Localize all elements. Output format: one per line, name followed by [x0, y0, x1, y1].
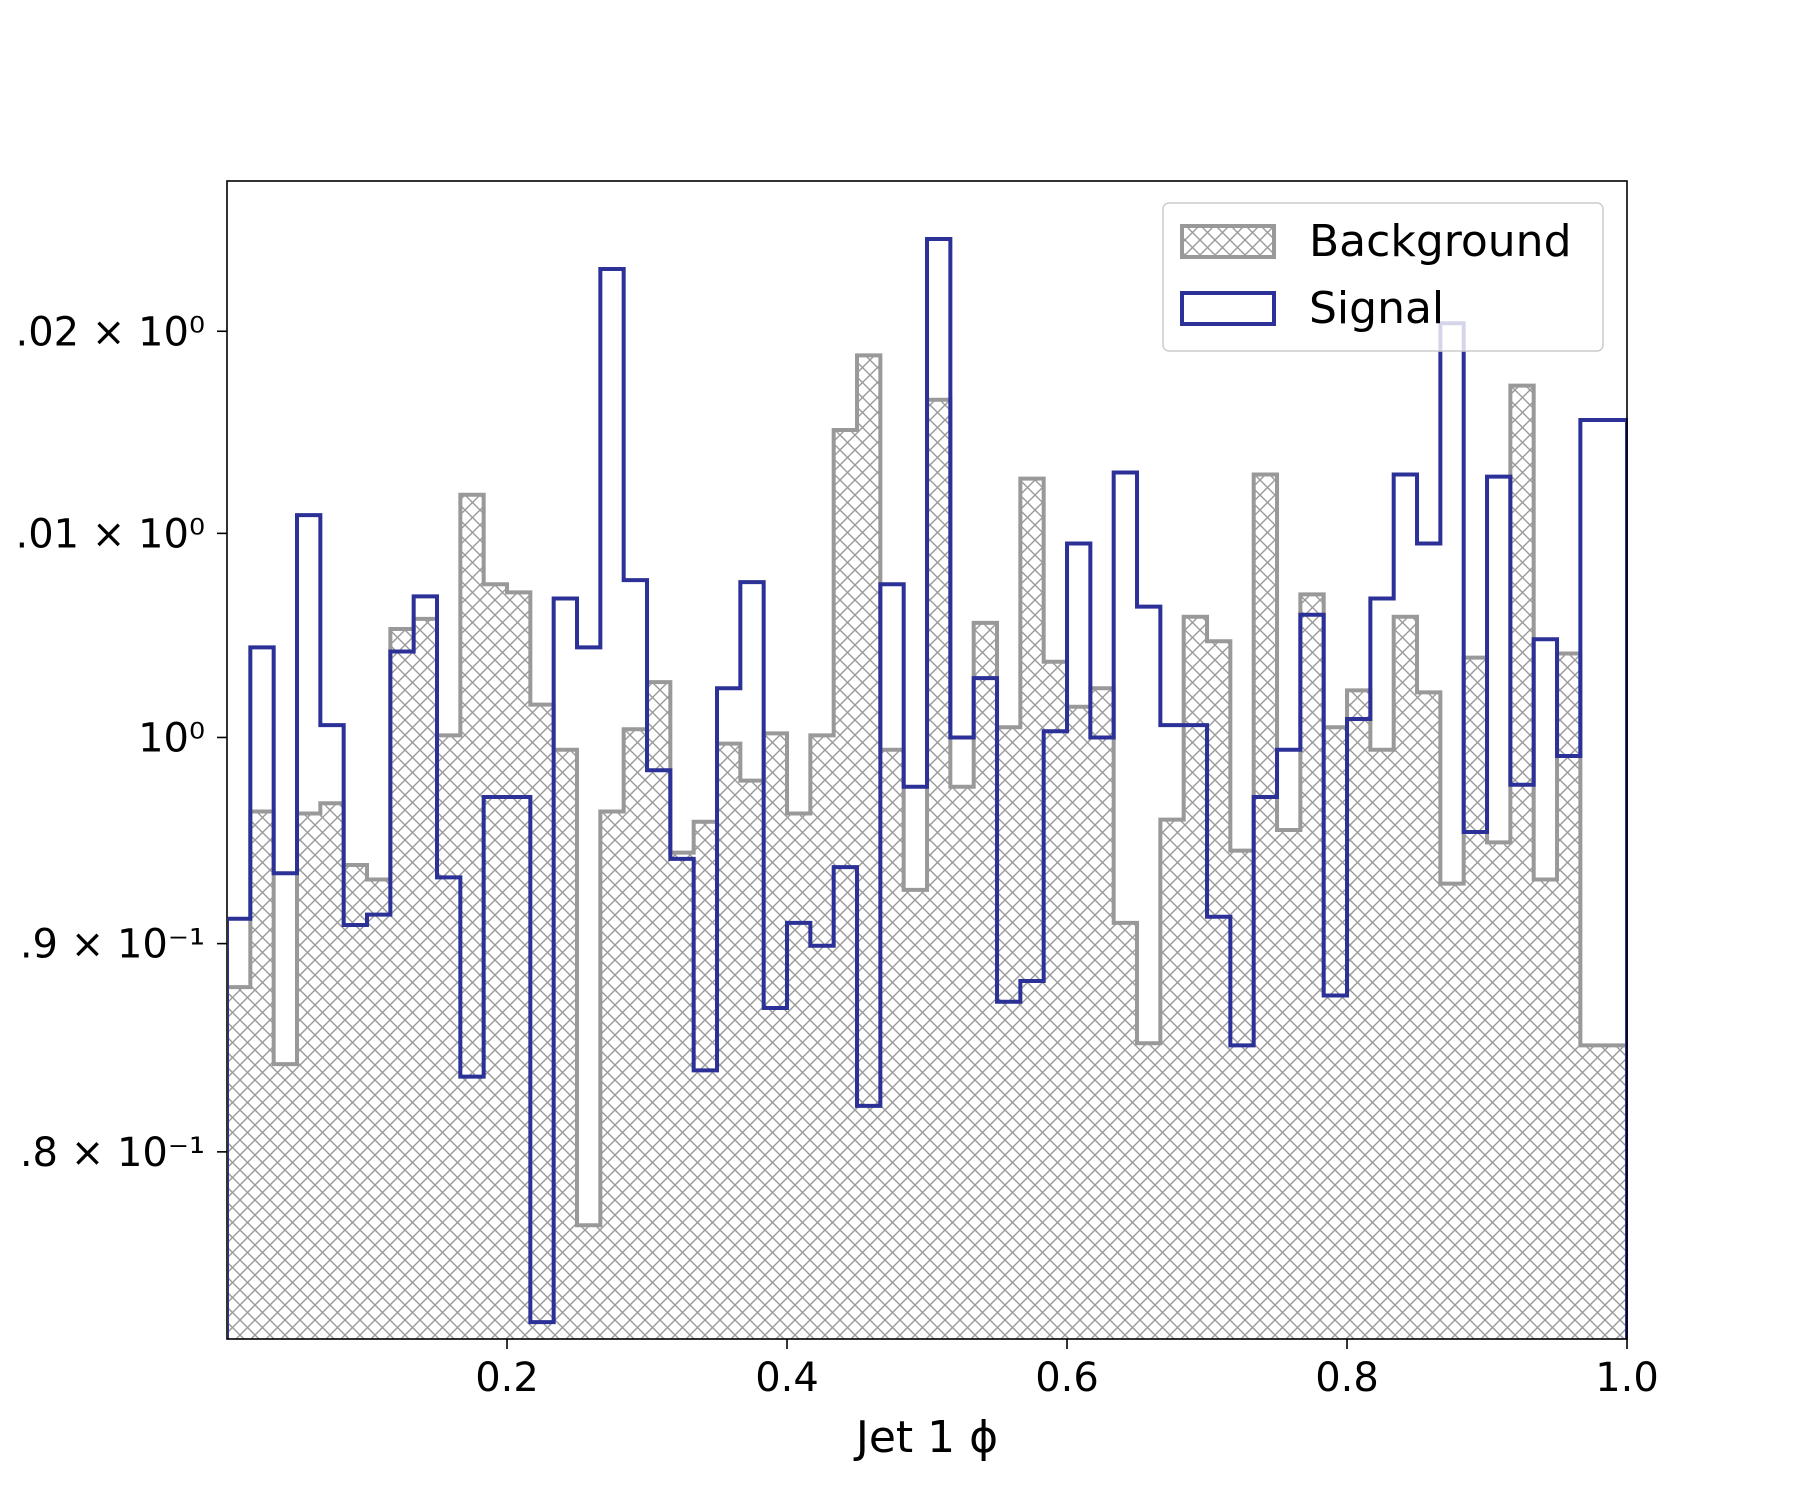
legend-swatch-signal [1180, 291, 1276, 326]
x-axis-label: Jet 1 ϕ [853, 1412, 998, 1463]
x-tick-label: 0.8 [1315, 1355, 1379, 1401]
x-tick-label: 0.2 [475, 1355, 539, 1401]
plot-area [228, 236, 1628, 1339]
series-outline-signal [228, 236, 1628, 1339]
legend-label-background: Background [1309, 216, 1572, 267]
y-tick-label: .01 × 10⁰ [16, 511, 206, 557]
y-tick-label: 10⁰ [138, 715, 205, 761]
series-outline-background [228, 353, 1628, 1339]
x-tick-label: 1.0 [1595, 1355, 1659, 1401]
x-axis: 0.2 0.4 0.6 0.8 1.0 [475, 1339, 1659, 1401]
legend-label-signal: Signal [1309, 283, 1444, 334]
legend: Background Signal [1162, 202, 1604, 352]
axes-frame [226, 180, 1628, 1340]
legend-swatch-background [1180, 224, 1276, 259]
y-tick-label: .8 × 10⁻¹ [20, 1130, 205, 1176]
y-axis: .8 × 10⁻¹ .9 × 10⁻¹ 10⁰ .01 × 10⁰ .02 × 10⁰ [16, 309, 227, 1176]
y-tick-label: .9 × 10⁻¹ [20, 922, 205, 968]
y-tick-label: .02 × 10⁰ [16, 309, 206, 355]
x-tick-label: 0.6 [1035, 1355, 1099, 1401]
x-tick-label: 0.4 [755, 1355, 819, 1401]
